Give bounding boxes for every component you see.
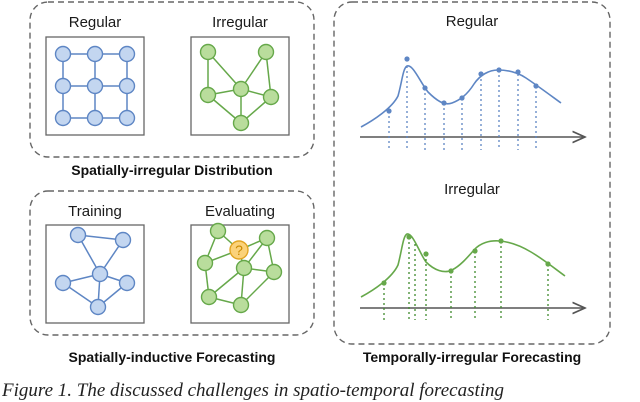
irregular-temporal-label: Irregular bbox=[444, 181, 500, 198]
grid-node bbox=[118, 77, 136, 95]
graph-node bbox=[199, 43, 217, 61]
grid-node bbox=[118, 45, 136, 63]
graph-node bbox=[232, 114, 250, 132]
graph-node bbox=[114, 231, 132, 249]
graph-node bbox=[69, 226, 87, 244]
sample-point bbox=[406, 234, 412, 240]
graph-node bbox=[209, 222, 227, 240]
spatial-distribution-box bbox=[29, 1, 315, 158]
sample-point bbox=[441, 100, 447, 106]
graph-node bbox=[258, 229, 276, 247]
figure: Regular Irregular Training Evaluating Re… bbox=[29, 1, 611, 365]
grid-node bbox=[54, 77, 72, 95]
temporal-irregular-box bbox=[333, 1, 611, 345]
graph-node bbox=[199, 86, 217, 104]
grid-node bbox=[118, 109, 136, 127]
graph-node bbox=[262, 88, 280, 106]
regular-temporal-label: Regular bbox=[446, 13, 499, 30]
regular-temporal-chart bbox=[360, 56, 585, 150]
grid-node bbox=[54, 45, 72, 63]
graph-node bbox=[265, 263, 283, 281]
spatial-inductive-box bbox=[29, 190, 315, 336]
evaluating-label: Evaluating bbox=[205, 203, 275, 220]
graph-node bbox=[89, 298, 107, 316]
graph-node bbox=[54, 274, 72, 292]
graph-node bbox=[232, 80, 250, 98]
figure-caption: Figure 1. The discussed challenges in sp… bbox=[2, 380, 640, 402]
training-label: Training bbox=[68, 203, 122, 220]
grid-node bbox=[86, 109, 104, 127]
series-curve bbox=[360, 233, 566, 298]
spatial-distribution-label: Spatially-irregular Distribution bbox=[71, 162, 272, 178]
sample-point bbox=[404, 56, 410, 62]
graph-node bbox=[118, 274, 136, 292]
sample-point bbox=[459, 95, 465, 101]
sample-point bbox=[515, 69, 521, 75]
graph-node bbox=[257, 43, 275, 61]
sample-point bbox=[381, 280, 387, 286]
unknown-node bbox=[229, 240, 249, 260]
sample-point bbox=[423, 251, 429, 257]
graph-node bbox=[232, 296, 250, 314]
sample-point bbox=[478, 71, 484, 77]
sample-point bbox=[422, 85, 428, 91]
graph-node bbox=[196, 254, 214, 272]
sample-point bbox=[545, 261, 551, 267]
question-mark: ? bbox=[235, 242, 243, 258]
temporal-irregular-label: Temporally-irregular Forecasting bbox=[363, 349, 581, 365]
sample-point bbox=[498, 238, 504, 244]
irregular-temporal-chart bbox=[360, 233, 585, 320]
sample-point bbox=[472, 248, 478, 254]
regular-spatial-label: Regular bbox=[69, 14, 122, 31]
sample-point bbox=[386, 108, 392, 114]
spatial-inductive-label: Spatially-inductive Forecasting bbox=[69, 349, 276, 365]
sample-point bbox=[496, 67, 502, 73]
irregular-spatial-label: Irregular bbox=[212, 14, 268, 31]
caption-text: The discussed challenges in spatio-tempo… bbox=[76, 380, 505, 401]
graph-node bbox=[91, 265, 109, 283]
grid-node bbox=[54, 109, 72, 127]
sample-point bbox=[448, 268, 454, 274]
graph-node bbox=[235, 259, 253, 277]
grid-node bbox=[86, 45, 104, 63]
caption-prefix: Figure 1. bbox=[2, 380, 73, 401]
graph-node bbox=[200, 288, 218, 306]
sample-point bbox=[533, 83, 539, 89]
grid-node bbox=[86, 77, 104, 95]
